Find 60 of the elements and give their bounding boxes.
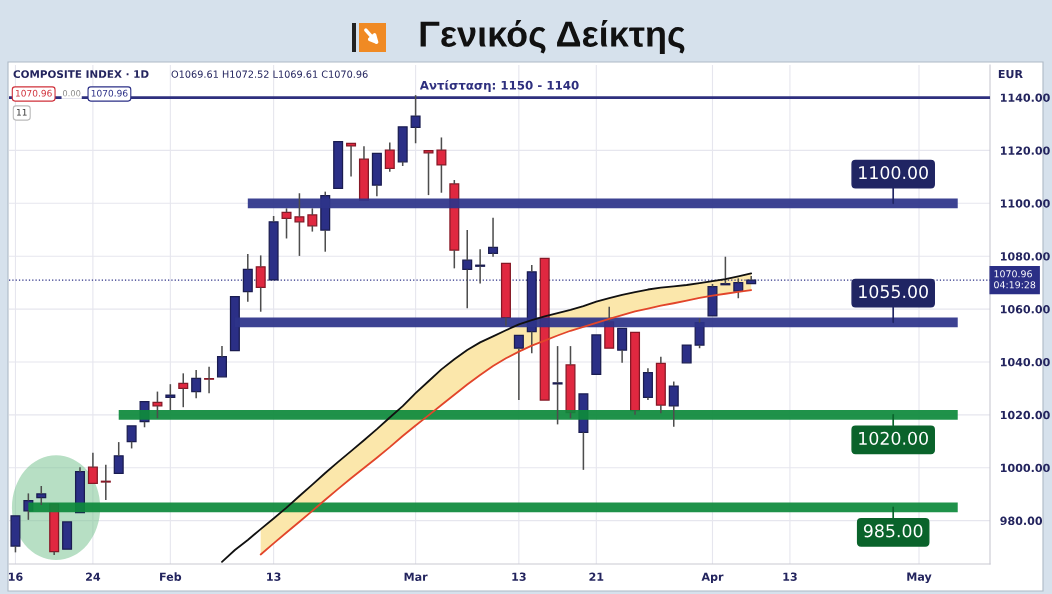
x-tick-label: 21 — [589, 572, 604, 581]
x-tick-label: 16 — [8, 572, 23, 581]
candlestick — [62, 521, 73, 550]
annotation: COMPOSITE INDEX · 1D — [13, 70, 149, 79]
candlestick — [630, 331, 641, 416]
y-tick-label: 1020.00 — [1000, 410, 1050, 420]
candlestick — [216, 345, 227, 378]
candlestick — [488, 217, 499, 258]
candlestick — [642, 367, 653, 401]
x-tick-label: Feb — [160, 572, 182, 581]
x-tick-label: Apr — [701, 572, 724, 584]
candlestick — [371, 152, 382, 197]
annotation: 11 — [16, 108, 27, 116]
candlestick — [668, 380, 679, 428]
candlestick — [204, 365, 215, 394]
x-tick-label: 13 — [512, 572, 526, 581]
candlestick — [178, 372, 189, 408]
x-tick-label: May — [907, 572, 932, 584]
candlestick — [500, 262, 511, 327]
candlestick — [552, 345, 563, 426]
series-label: 1055.00 — [859, 285, 928, 299]
y-tick-label: 980.00 — [1000, 516, 1043, 526]
candlestick — [87, 451, 98, 484]
candlestick — [384, 141, 395, 173]
candlestick — [655, 355, 666, 415]
annotation: 0.00 — [62, 90, 81, 97]
candlestick — [513, 334, 524, 401]
series-label: 1020.00 — [859, 431, 928, 445]
annotation: Αντίσταση: 1150 - 1140 — [419, 80, 579, 92]
annotation: 1070.96 — [15, 89, 52, 97]
y-tick-label: 1040.00 — [1000, 357, 1050, 367]
series-label: 1100.00 — [859, 166, 928, 180]
x-tick-label: Mar — [404, 572, 428, 581]
ref-line-label: 1070.96 04:19:28 — [994, 270, 1036, 289]
y-tick-label: 1100.00 — [1000, 199, 1050, 208]
candlestick — [423, 150, 434, 196]
candlestick — [346, 142, 357, 178]
y-tick-label: 1140.00 — [1000, 93, 1050, 102]
candlestick — [681, 344, 692, 364]
candlestick — [539, 257, 550, 401]
x-tick-label: 13 — [783, 572, 797, 581]
annotation: O1069.61 H1072.52 L1069.61 C1070.96 — [171, 70, 368, 78]
y-axis-title: EUR — [998, 69, 1023, 79]
candlestick — [358, 145, 369, 201]
y-tick-label: 1120.00 — [1000, 146, 1050, 155]
x-tick-label: 13 — [267, 572, 281, 581]
candlestick — [746, 275, 757, 285]
chart-title: Γενικός Δείκτης — [420, 19, 685, 55]
y-tick-label: 1060.00 — [1000, 305, 1050, 314]
candlestick — [191, 369, 202, 399]
x-tick-label: 24 — [86, 572, 101, 581]
candlestick — [242, 253, 253, 303]
candlestick — [100, 464, 111, 501]
series-label: 985.00 — [863, 524, 923, 538]
candlestick — [591, 334, 602, 376]
y-tick-label: 1080.00 — [1000, 252, 1050, 261]
annotation: 1070.96 — [91, 89, 128, 97]
y-tick-label: 1000.00 — [1000, 463, 1050, 473]
candlestick — [294, 192, 305, 257]
candlestick — [333, 141, 344, 190]
